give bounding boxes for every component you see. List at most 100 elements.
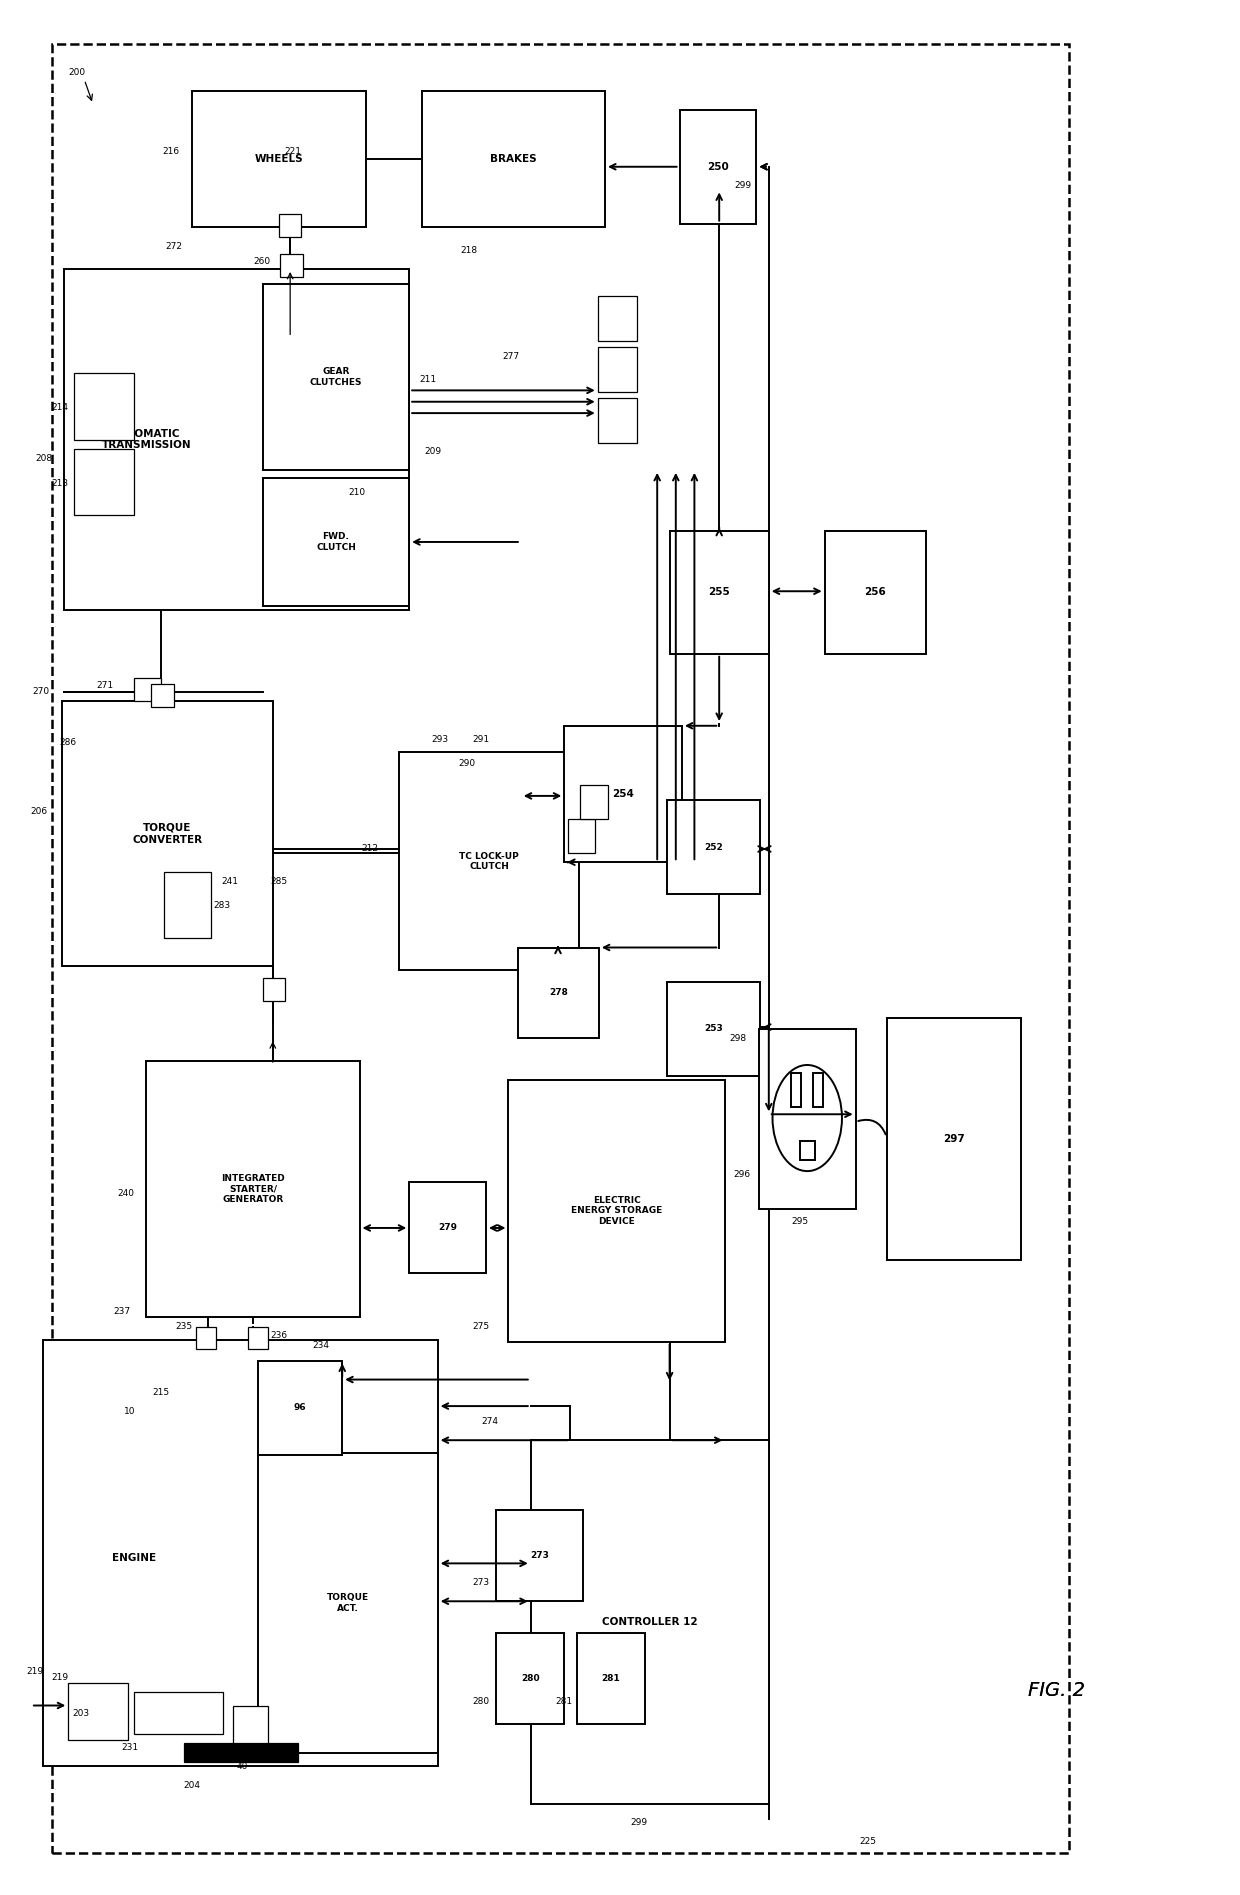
Text: 296: 296 (733, 1171, 750, 1179)
Text: 278: 278 (549, 989, 568, 997)
Bar (74, 449, 134, 515)
Text: GEAR
CLUTCHES: GEAR CLUTCHES (310, 368, 362, 387)
Text: 256: 256 (864, 587, 887, 597)
Bar (192, 91, 366, 227)
Text: 280: 280 (521, 1675, 539, 1683)
Text: 236: 236 (270, 1332, 288, 1340)
Text: ELECTRIC
ENERGY STORAGE
DEVICE: ELECTRIC ENERGY STORAGE DEVICE (572, 1196, 662, 1226)
Text: 240: 240 (117, 1190, 134, 1198)
Bar (791, 1073, 801, 1107)
Text: 250: 250 (707, 161, 729, 172)
Text: 286: 286 (60, 739, 77, 747)
Text: 270: 270 (32, 688, 50, 695)
Bar (146, 1061, 360, 1317)
Bar (64, 269, 409, 610)
Text: 200: 200 (68, 68, 86, 76)
Text: 237: 237 (113, 1308, 130, 1315)
Text: TC LOCK-UP
CLUTCH: TC LOCK-UP CLUTCH (459, 851, 520, 872)
Bar (279, 214, 301, 237)
Bar (518, 948, 599, 1038)
Text: 253: 253 (704, 1025, 723, 1033)
Text: 209: 209 (424, 447, 441, 455)
Bar (258, 1453, 438, 1753)
Bar (134, 1692, 223, 1734)
Text: 285: 285 (270, 877, 288, 885)
Text: 10: 10 (124, 1408, 135, 1416)
Bar (74, 373, 134, 440)
Bar (422, 91, 605, 227)
Text: 210: 210 (348, 489, 366, 496)
Bar (598, 347, 637, 392)
Text: 277: 277 (502, 352, 520, 360)
Bar (263, 478, 409, 606)
Text: 272: 272 (165, 243, 182, 250)
Bar (164, 872, 211, 938)
Text: 273: 273 (529, 1552, 549, 1560)
Text: 214: 214 (51, 404, 68, 411)
Text: TORQUE
CONVERTER: TORQUE CONVERTER (133, 822, 202, 845)
Text: 208: 208 (35, 455, 52, 462)
Bar (800, 1141, 815, 1160)
Text: 215: 215 (153, 1389, 170, 1397)
Text: 271: 271 (97, 682, 114, 690)
Bar (409, 1182, 486, 1273)
Text: 293: 293 (432, 735, 449, 743)
Text: 298: 298 (729, 1035, 746, 1042)
Text: ENGINE: ENGINE (112, 1552, 156, 1563)
Text: INTEGRATED
STARTER/
GENERATOR: INTEGRATED STARTER/ GENERATOR (221, 1175, 285, 1203)
Bar (887, 1018, 1021, 1260)
Bar (399, 752, 579, 970)
Bar (564, 726, 682, 862)
Bar (52, 44, 1069, 1853)
Text: CONTROLLER 12: CONTROLLER 12 (601, 1616, 698, 1628)
Text: 297: 297 (942, 1133, 965, 1145)
Bar (531, 1440, 769, 1804)
Bar (496, 1633, 564, 1724)
Text: 281: 281 (601, 1675, 620, 1683)
Text: AUTOMATIC
TRANSMISSION: AUTOMATIC TRANSMISSION (102, 428, 191, 451)
Text: 219: 219 (26, 1668, 43, 1675)
Text: 255: 255 (708, 587, 730, 597)
Text: 231: 231 (122, 1743, 139, 1751)
Bar (184, 1743, 298, 1762)
Bar (825, 531, 926, 654)
Text: 225: 225 (859, 1838, 877, 1846)
Text: 275: 275 (472, 1323, 490, 1330)
Bar (580, 785, 608, 819)
Bar (233, 1706, 268, 1747)
Bar (598, 296, 637, 341)
Text: 219: 219 (51, 1673, 68, 1681)
Bar (43, 1340, 438, 1766)
Bar (667, 800, 760, 894)
Bar (62, 701, 273, 966)
Bar (577, 1633, 645, 1724)
Text: 241: 241 (221, 877, 238, 885)
Text: FIG. 2: FIG. 2 (1028, 1681, 1085, 1700)
Text: BRAKES: BRAKES (490, 153, 537, 165)
Bar (258, 1361, 342, 1455)
Bar (759, 1029, 856, 1209)
Text: 206: 206 (30, 807, 47, 815)
Text: 260: 260 (253, 258, 270, 265)
Text: 254: 254 (613, 788, 634, 800)
Bar (508, 1080, 725, 1342)
Text: 291: 291 (472, 735, 490, 743)
Bar (68, 1683, 128, 1740)
Text: 252: 252 (704, 843, 723, 851)
Text: WHEELS: WHEELS (254, 153, 304, 165)
Bar (813, 1073, 823, 1107)
Text: 283: 283 (213, 902, 231, 910)
Bar (248, 1326, 268, 1349)
Text: 40: 40 (236, 1762, 248, 1770)
Text: 280: 280 (472, 1698, 490, 1706)
Text: 290: 290 (459, 760, 476, 767)
Text: 221: 221 (284, 148, 301, 155)
Text: 299: 299 (630, 1819, 647, 1827)
Bar (496, 1510, 583, 1601)
Text: 212: 212 (361, 845, 378, 853)
Bar (598, 398, 637, 443)
Text: 203: 203 (72, 1709, 89, 1717)
Text: 295: 295 (791, 1217, 808, 1226)
Bar (667, 982, 760, 1076)
Text: 218: 218 (460, 246, 477, 254)
